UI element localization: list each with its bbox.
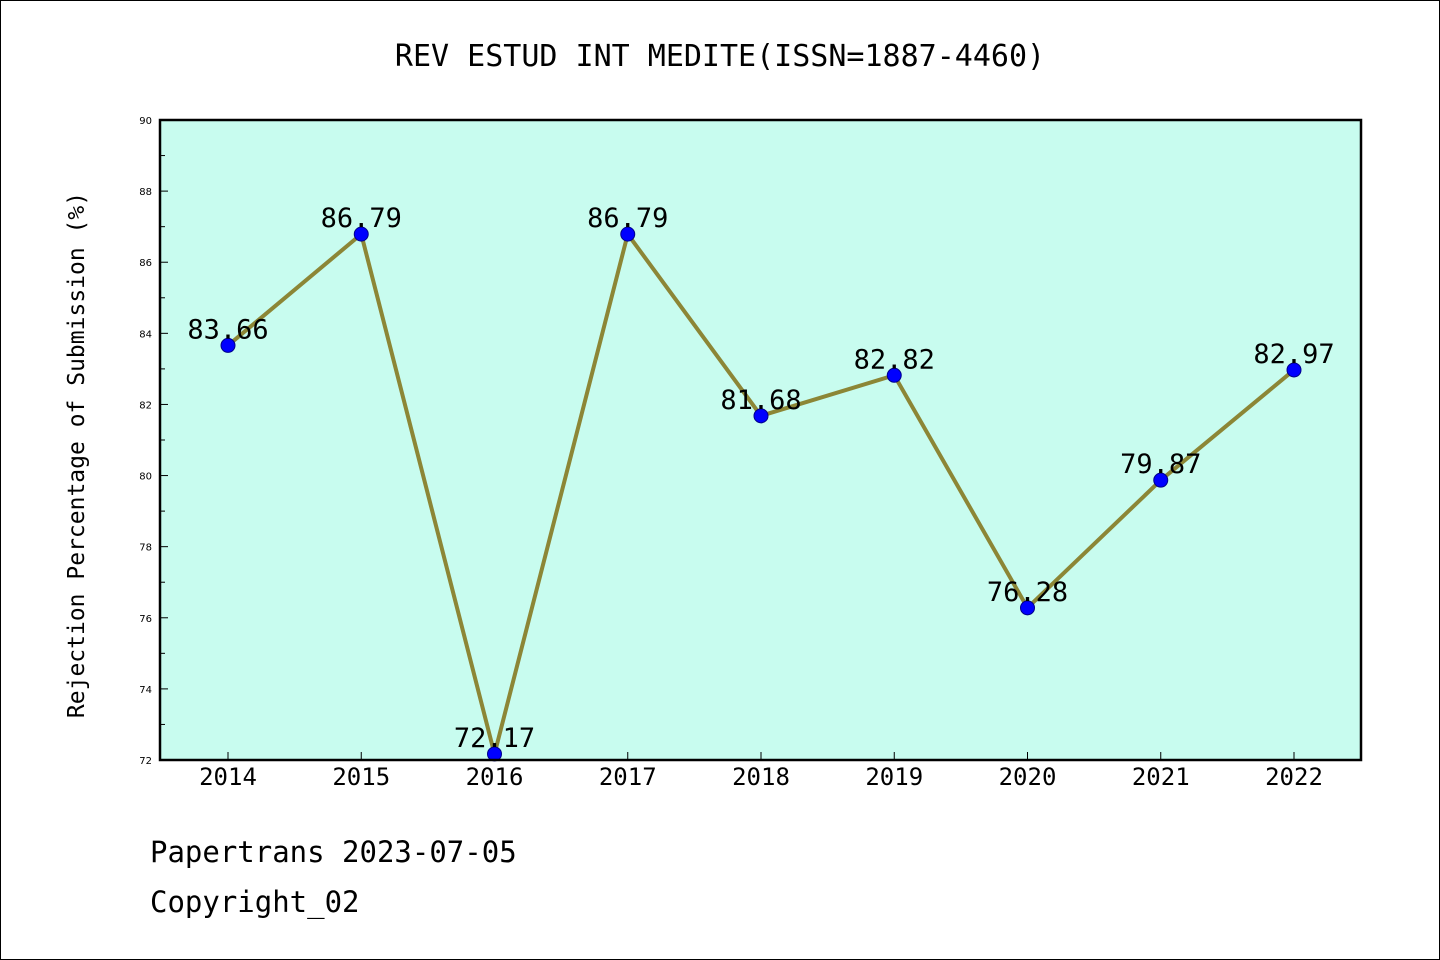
data-point (220, 337, 236, 353)
y-axis-label: Rejection Percentage of Submission (%) (64, 192, 90, 718)
x-tick-label: 2020 (999, 763, 1057, 791)
y-tick-label: 90 (139, 116, 152, 127)
series-line (220, 226, 1302, 762)
data-label: 76.28 (987, 577, 1068, 608)
x-axis: 2014 2015 2016 2017 2018 2019 2020 2021 2022 (199, 752, 1323, 791)
x-tick-label: 2021 (1132, 763, 1190, 791)
plot-border (158, 118, 1363, 762)
x-tick-label: 2014 (199, 763, 257, 791)
data-point (753, 408, 769, 424)
plot-area (160, 120, 1361, 760)
footer-copyright: Copyright_02 (150, 885, 360, 919)
data-label: 72.17 (454, 723, 535, 754)
footer-date: Papertrans 2023-07-05 (150, 835, 517, 869)
data-label: 82.97 (1253, 339, 1334, 370)
data-point (620, 226, 636, 242)
y-tick-label: 74 (139, 685, 152, 696)
data-point (1286, 362, 1302, 378)
y-tick-label: 84 (139, 329, 152, 340)
y-tick-label: 80 (139, 472, 152, 483)
y-tick-label: 78 (139, 543, 152, 554)
y-tick-label: 76 (139, 614, 152, 625)
x-tick-label: 2015 (332, 763, 390, 791)
x-tick-label: 2022 (1265, 763, 1323, 791)
data-label: 83.66 (187, 314, 268, 345)
data-point (353, 226, 369, 242)
x-tick-label: 2019 (865, 763, 923, 791)
y-tick-label: 88 (139, 187, 152, 198)
data-label: 86.79 (321, 203, 402, 234)
data-point (886, 367, 902, 383)
x-tick-label: 2017 (599, 763, 657, 791)
data-point (1153, 472, 1169, 488)
data-label: 79.87 (1120, 449, 1201, 480)
chart-title: REV ESTUD INT MEDITE(ISSN=1887-4460) (395, 39, 1045, 74)
y-tick-label: 82 (139, 400, 152, 411)
y-tick-label: 72 (139, 756, 152, 767)
data-label: 86.79 (587, 203, 668, 234)
x-tick-label: 2016 (466, 763, 524, 791)
data-label: 82.82 (854, 344, 935, 375)
data-labels: 83.66 86.79 72.17 86.79 81.68 82.82 76.28 79.87… (187, 203, 1334, 754)
x-tick-label: 2018 (732, 763, 790, 791)
data-label: 81.68 (720, 385, 801, 416)
data-point (1020, 600, 1035, 616)
y-tick-label: 86 (139, 258, 152, 269)
